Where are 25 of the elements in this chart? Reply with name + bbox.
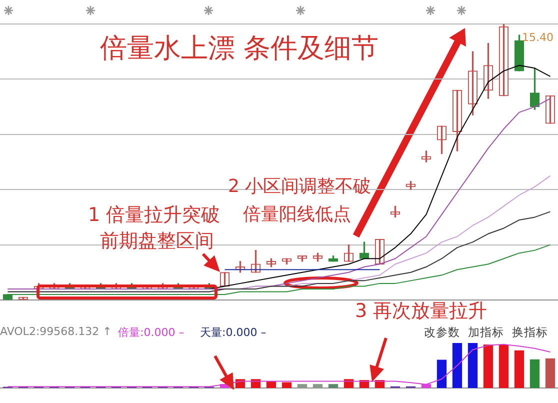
bar [483, 344, 494, 388]
text: 天量:0.000 – [200, 325, 266, 340]
text: AVOL2:99568.132 ↑ [0, 325, 112, 338]
chart-title: 倍量水上漂 条件及细节 [100, 32, 379, 66]
bar [545, 358, 556, 388]
text: 换指标 [512, 325, 548, 340]
bar [452, 343, 462, 388]
text: 加指标 [468, 325, 504, 340]
text: 3 再次放量拉升 [355, 299, 488, 324]
bar [498, 344, 509, 388]
bar [468, 343, 478, 388]
annotation: 2 小区间调整不破 [228, 175, 372, 198]
text: 倍量:0.000 – [118, 325, 184, 340]
bar [328, 384, 338, 388]
annotation: 倍量阳线低点 [243, 203, 351, 226]
text: 改参数 [424, 325, 460, 340]
bar [282, 382, 292, 388]
bar [312, 384, 323, 388]
annotation: 前期盘整区间 [100, 229, 214, 254]
bar [514, 350, 524, 388]
bar [530, 359, 540, 388]
annotation: 15.40 [522, 31, 554, 44]
bar [436, 360, 447, 388]
bar [297, 384, 308, 388]
annotation: 1 倍量拉升突破 [88, 203, 220, 228]
